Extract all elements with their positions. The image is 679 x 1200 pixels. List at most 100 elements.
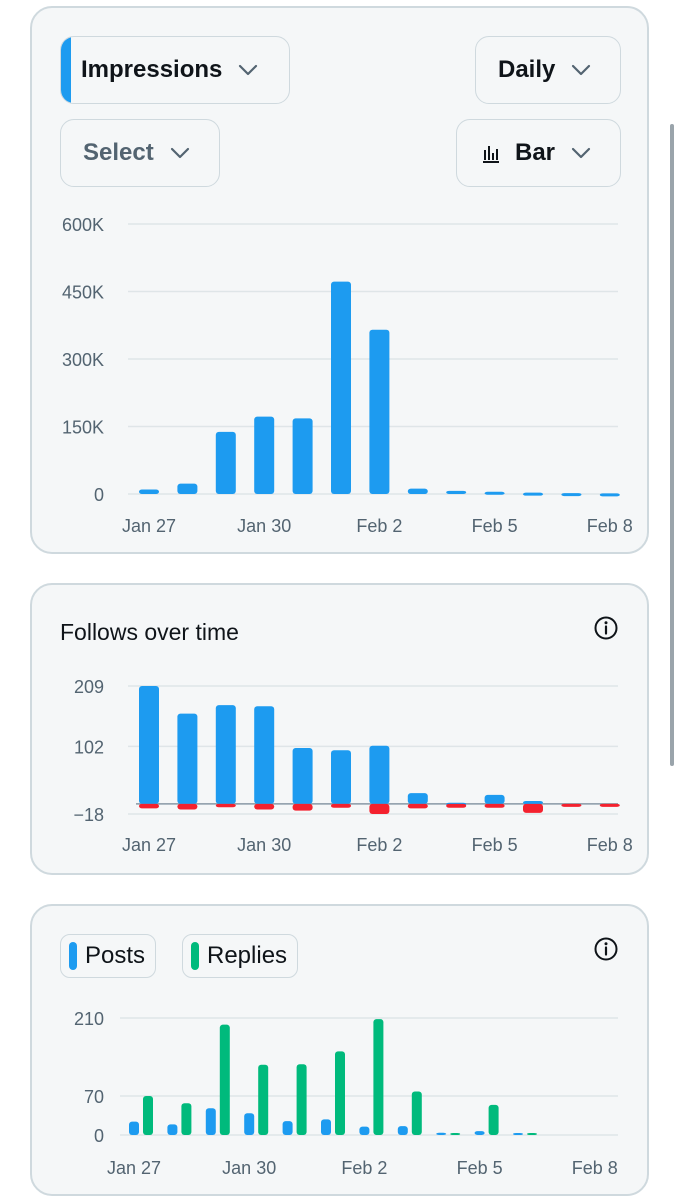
chart-type-dropdown[interactable]: Bar (456, 119, 621, 187)
bar-impressions (292, 418, 313, 494)
chart-type-dropdown-label: Bar (515, 139, 556, 166)
bar-impressions (215, 431, 236, 494)
y-tick-label: 600K (62, 215, 104, 235)
metric-dropdown[interactable]: Impressions (60, 36, 290, 104)
metric-dropdown-label: Impressions (81, 56, 223, 83)
legend-replies-toggle[interactable]: Replies (182, 934, 299, 978)
bar-follows (331, 750, 351, 804)
bar-replies (181, 1103, 192, 1135)
follows-card: Follows over time −18 102 209 Jan 27 Jan 30 F… (30, 583, 649, 875)
x-tick-label: Feb 5 (472, 835, 518, 855)
compare-dropdown[interactable]: Select (60, 119, 220, 187)
info-icon[interactable] (593, 936, 619, 962)
bar-impressions (177, 483, 198, 494)
bar-replies (527, 1133, 537, 1135)
follows-card-title: Follows over time (60, 619, 239, 645)
period-dropdown-label: Daily (498, 56, 556, 83)
bar-impressions (484, 491, 505, 495)
bar-follows (215, 705, 236, 804)
x-tick-label: Jan 30 (237, 835, 291, 855)
x-tick-label: Jan 27 (107, 1158, 161, 1178)
bar-replies (373, 1019, 384, 1135)
bar-impressions (331, 281, 351, 494)
bar-chart-icon (481, 143, 501, 163)
x-tick-label: Jan 30 (237, 516, 291, 536)
x-tick-label: Jan 27 (122, 516, 176, 536)
legend-posts-toggle[interactable]: Posts (60, 934, 157, 978)
bar-unfollows (139, 803, 159, 809)
x-tick-label: Feb 8 (587, 516, 633, 536)
bar-impressions (369, 329, 390, 494)
bar-unfollows (484, 803, 505, 808)
bar-unfollows (177, 803, 198, 810)
bar-posts (474, 1131, 485, 1135)
bar-unfollows (254, 803, 275, 810)
x-tick-label: Feb 2 (356, 835, 402, 855)
bar-posts (513, 1133, 523, 1135)
legend-posts-label: Posts (85, 942, 146, 969)
bar-posts (321, 1119, 331, 1135)
x-tick-label: Feb 2 (356, 516, 402, 536)
y-tick-label: 102 (74, 737, 104, 757)
bar-unfollows (331, 803, 351, 808)
x-tick-label: Feb 8 (572, 1158, 618, 1178)
bar-impressions (407, 488, 428, 494)
bar-posts (436, 1132, 447, 1135)
bar-unfollows (561, 803, 582, 807)
bar-replies (143, 1096, 153, 1135)
bar-follows (139, 686, 159, 804)
bar-follows (369, 745, 390, 804)
y-tick-label: 0 (94, 485, 104, 505)
posts-replies-chart: 0 70 210 Jan 27 Jan 30 Feb 2 Feb 5 Feb 8 (74, 1009, 618, 1178)
bar-follows (177, 713, 198, 804)
scrollbar-thumb[interactable] (670, 124, 674, 766)
bar-posts (129, 1121, 139, 1135)
x-tick-label: Feb 2 (341, 1158, 387, 1178)
bar-posts (167, 1124, 178, 1135)
y-tick-label: 150K (62, 418, 104, 438)
bar-replies (450, 1133, 461, 1135)
x-tick-label: Jan 30 (222, 1158, 276, 1178)
bar-posts (397, 1126, 408, 1135)
bar-posts (244, 1113, 255, 1135)
bar-unfollows (407, 803, 428, 809)
bar-replies (296, 1064, 307, 1135)
bar-impressions (523, 492, 543, 496)
bar-follows (523, 801, 543, 805)
y-tick-label: 209 (74, 677, 104, 697)
info-icon[interactable] (593, 615, 619, 641)
y-tick-label: 70 (84, 1087, 104, 1107)
bar-replies (411, 1091, 422, 1135)
x-tick-label: Feb 8 (587, 835, 633, 855)
compare-dropdown-label: Select (83, 139, 154, 166)
bar-unfollows (446, 803, 467, 808)
legend-replies-swatch (191, 942, 199, 970)
bar-unfollows (523, 803, 543, 813)
bar-posts (205, 1108, 216, 1135)
y-tick-label: 210 (74, 1009, 104, 1029)
legend-replies-label: Replies (207, 942, 288, 969)
metric-color-accent (61, 37, 71, 103)
bar-replies (488, 1104, 499, 1135)
period-dropdown[interactable]: Daily (475, 36, 621, 104)
bar-unfollows (369, 803, 390, 814)
posts-replies-card: Posts Replies 0 70 210 Jan 27 Jan 30 Feb 2 Feb… (30, 904, 649, 1196)
chevron-down-icon (170, 147, 190, 159)
impressions-card: Impressions Daily Select Bar (30, 6, 649, 554)
legend-posts-swatch (69, 942, 77, 970)
bar-impressions (139, 489, 159, 494)
y-tick-label: 0 (94, 1126, 104, 1146)
follows-chart: −18 102 209 Jan 27 Jan 30 Feb 2 Feb 5 Feb 8 (73, 677, 633, 855)
bar-impressions (254, 416, 275, 494)
bar-replies (219, 1024, 230, 1135)
y-tick-label: −18 (73, 805, 104, 825)
x-tick-label: Feb 5 (472, 516, 518, 536)
impressions-chart: 0 150K 300K 450K 600K Jan 27 Jan 30 Feb 2 Feb 5 F… (62, 215, 633, 536)
bar-unfollows (215, 803, 236, 808)
y-tick-label: 300K (62, 350, 104, 370)
x-tick-label: Jan 27 (122, 835, 176, 855)
bar-replies (258, 1064, 269, 1135)
bar-follows (484, 794, 505, 804)
y-tick-label: 450K (62, 283, 104, 303)
bar-posts (282, 1121, 293, 1135)
